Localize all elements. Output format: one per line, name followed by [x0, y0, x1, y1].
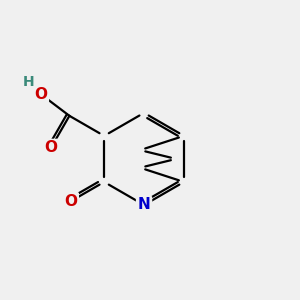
- Text: N: N: [138, 197, 150, 212]
- Text: O: O: [34, 87, 47, 102]
- Text: O: O: [64, 194, 77, 209]
- Text: H: H: [22, 75, 34, 88]
- Text: O: O: [44, 140, 57, 155]
